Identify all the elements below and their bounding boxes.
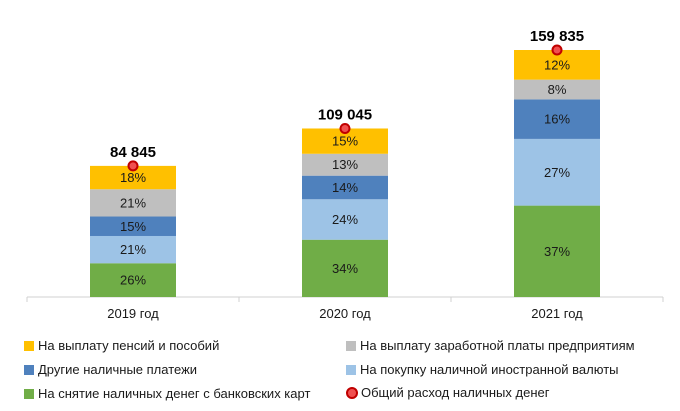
bar-segment bbox=[514, 205, 600, 297]
bar-segment-label: 18% bbox=[120, 170, 146, 185]
bar-segment-label: 13% bbox=[332, 157, 358, 172]
bar-segment-label: 37% bbox=[544, 244, 570, 259]
bar-segment bbox=[302, 175, 388, 200]
total-marker bbox=[339, 122, 351, 134]
legend-label: Другие наличные платежи bbox=[38, 362, 198, 377]
bar-segment bbox=[302, 239, 388, 297]
x-tick-label: 2019 год bbox=[107, 306, 159, 321]
bar-segment-label: 24% bbox=[332, 212, 358, 227]
bar-segment bbox=[90, 189, 176, 217]
bar-segment bbox=[302, 153, 388, 176]
bar-segment bbox=[90, 235, 176, 264]
legend-item-salaries: На выплату заработной платы предприятиям bbox=[346, 338, 635, 353]
total-marker bbox=[127, 160, 139, 172]
legend-item-pensions: На выплату пенсий и пособий bbox=[24, 338, 219, 353]
bar-segment-label: 14% bbox=[332, 180, 358, 195]
total-label: 159 835 bbox=[530, 28, 584, 45]
legend-item-total: Общий расход наличных денег bbox=[346, 385, 549, 400]
stacked-bar-chart: 26% 21% 15% 21% 18% 84 845 2019 год 34% 24% 14% 13… bbox=[26, 28, 664, 321]
bar-segment bbox=[90, 216, 176, 236]
legend-swatch bbox=[24, 364, 34, 375]
total-label: 84 845 bbox=[110, 144, 156, 161]
x-tick-label: 2020 год bbox=[319, 306, 371, 321]
bar-segment bbox=[514, 79, 600, 100]
total-label: 109 045 bbox=[318, 106, 372, 123]
bar-segment bbox=[514, 99, 600, 139]
total-marker bbox=[551, 44, 563, 56]
legend-swatch bbox=[346, 340, 356, 351]
bar-segment-label: 16% bbox=[544, 112, 570, 127]
bar-segment bbox=[302, 199, 388, 240]
bar-segment-label: 21% bbox=[120, 242, 146, 257]
legend-label: На выплату заработной платы предприятиям bbox=[360, 338, 635, 353]
legend-item-foreign-currency: На покупку наличной иностранной валюты bbox=[346, 362, 619, 377]
bar-segment bbox=[90, 263, 176, 297]
bar-segment-label: 8% bbox=[548, 82, 567, 97]
total-marker-icon bbox=[346, 386, 358, 399]
bar-segment-label: 12% bbox=[544, 57, 570, 72]
legend-label: На выплату пенсий и пособий bbox=[38, 338, 220, 353]
bar-segment bbox=[90, 165, 176, 190]
x-tick-label: 2021 год bbox=[531, 306, 583, 321]
bar-segment-label: 15% bbox=[120, 219, 146, 234]
legend-item-card-withdrawal: На снятие наличных денег с банковских ка… bbox=[24, 386, 310, 401]
legend-label: На покупку наличной иностранной валюты bbox=[360, 362, 619, 377]
legend-label: Общий расход наличных денег bbox=[361, 385, 550, 400]
chart-legend: На выплату пенсий и пособий На выплату з… bbox=[0, 332, 680, 411]
legend-item-other-payments: Другие наличные платежи bbox=[24, 362, 197, 377]
legend-label: На снятие наличных денег с банковских ка… bbox=[38, 386, 311, 401]
bar-segment-label: 15% bbox=[332, 134, 358, 149]
bar-segment-label: 26% bbox=[120, 273, 146, 288]
legend-swatch bbox=[346, 364, 356, 375]
legend-swatch bbox=[24, 388, 34, 399]
bar-segment-label: 34% bbox=[332, 261, 358, 276]
legend-swatch bbox=[24, 340, 34, 351]
bar-segment bbox=[514, 138, 600, 206]
bar-segment-label: 21% bbox=[120, 195, 146, 210]
bar-segment-label: 27% bbox=[544, 165, 570, 180]
